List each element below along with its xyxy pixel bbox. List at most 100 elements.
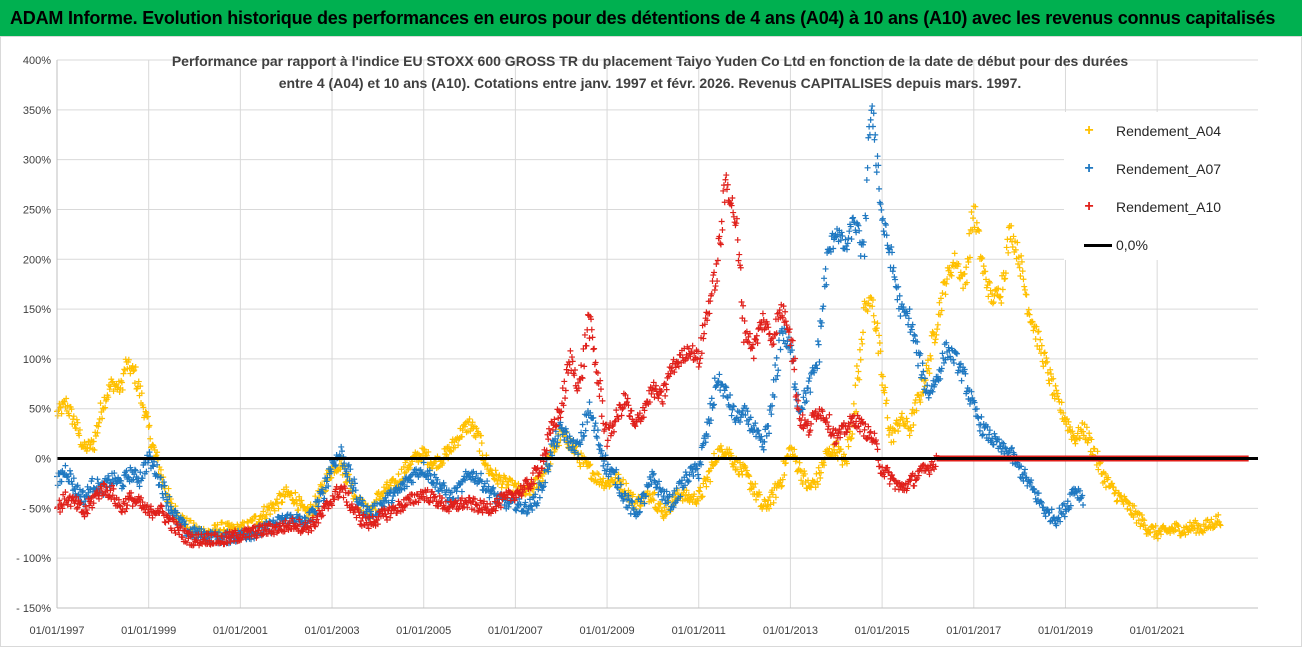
data-point [336,489,343,496]
data-point [206,537,213,544]
data-point [823,281,830,288]
data-point [879,215,886,222]
data-point [696,360,703,367]
data-point [833,439,840,446]
data-point [459,427,466,434]
data-point [776,307,783,314]
data-point [772,362,779,369]
data-point [458,433,465,440]
data-point [753,496,760,503]
data-point [868,107,875,114]
legend-marker-a04: + [1084,122,1094,139]
data-point [696,488,703,495]
data-point [789,337,796,344]
data-point [968,208,975,215]
data-point [516,496,523,503]
data-point [765,423,772,430]
data-point [527,502,534,509]
data-point [530,480,537,487]
series-rendement-a07 [54,103,1087,547]
data-point [146,449,153,456]
data-point [779,482,786,489]
x-tick-label: 01/01/2017 [946,625,1001,637]
data-point [120,370,127,377]
data-point [845,443,852,450]
data-point [858,336,865,343]
legend-item-a07: + Rendement_A07 [1064,158,1264,180]
data-point [682,469,689,476]
data-point [979,254,986,261]
data-point [557,414,564,421]
data-point [677,493,684,500]
data-point [773,330,780,337]
data-point [569,443,576,450]
data-point [908,427,915,434]
data-point [771,393,778,400]
data-point [1217,522,1224,529]
data-point [895,283,902,290]
data-point [1054,390,1061,397]
data-point [717,241,724,248]
data-point [539,484,546,491]
data-point [701,321,708,328]
data-point [873,327,880,334]
data-point [848,236,855,243]
data-point [1043,355,1050,362]
data-point [882,384,889,391]
data-point [478,470,485,477]
report-banner: ADAM Informe. Evolution historique des p… [0,0,1302,36]
data-point [885,468,892,475]
data-point [697,355,704,362]
data-point [849,215,856,222]
data-point [214,521,221,528]
y-tick-label: 50% [29,404,51,416]
data-point [869,103,876,110]
data-point [737,264,744,271]
data-point [579,375,586,382]
data-point [577,463,584,470]
data-point [938,307,945,314]
data-point [1067,424,1074,431]
data-point [110,485,117,492]
data-point [120,483,127,490]
data-point [730,213,737,220]
data-point [140,404,147,411]
data-point [1009,243,1016,250]
data-point [921,375,928,382]
data-point [865,134,872,141]
data-point [137,383,144,390]
data-point [296,521,303,528]
data-point [386,504,393,511]
data-point [594,427,601,434]
data-point [560,402,567,409]
data-point [918,374,925,381]
data-point [130,476,137,483]
data-point [706,310,713,317]
data-point [720,392,727,399]
data-point [358,517,365,524]
data-point [270,517,277,524]
data-point [469,473,476,480]
data-point [158,483,165,490]
data-point [871,430,878,437]
data-point [563,366,570,373]
data-point [587,461,594,468]
data-point [487,466,494,473]
data-point [272,524,279,531]
data-point [242,534,249,541]
data-point [138,390,145,397]
data-point [190,541,197,548]
data-point [168,500,175,507]
data-point [843,429,850,436]
data-point [1002,444,1009,451]
data-point [785,329,792,336]
data-point [554,439,561,446]
data-point [598,447,605,454]
data-point [189,542,196,549]
data-point [784,338,791,345]
data-point [1153,532,1160,539]
data-point [695,363,702,370]
data-point [1076,435,1083,442]
data-point [711,269,718,276]
data-point [1027,479,1034,486]
